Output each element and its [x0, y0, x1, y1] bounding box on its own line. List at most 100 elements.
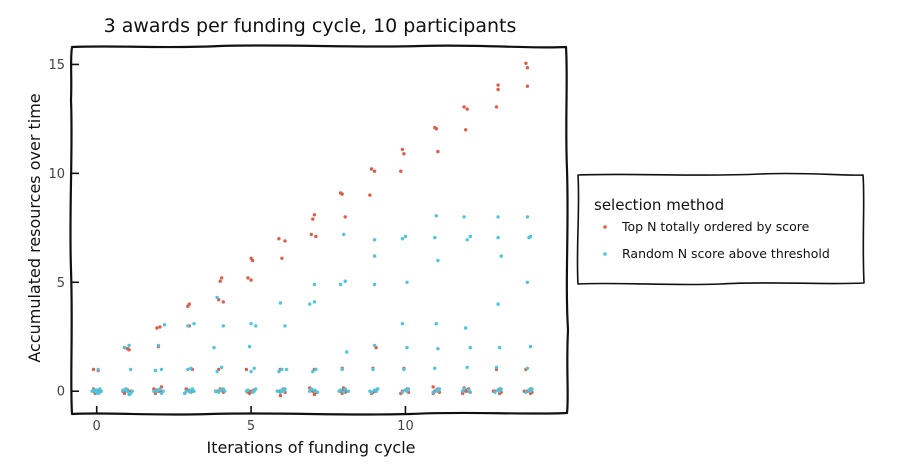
data-point: [494, 105, 499, 109]
data-point: [249, 278, 253, 282]
data-point: [525, 84, 530, 88]
data-point: [311, 217, 315, 221]
data-point: [221, 300, 225, 304]
chart-title: 3 awards per funding cycle, 10 participa…: [104, 15, 517, 37]
data-point: [252, 389, 256, 393]
data-point: [221, 324, 225, 328]
data-point: [152, 389, 156, 393]
data-point: [155, 326, 159, 330]
data-point: [121, 388, 125, 392]
data-point: [314, 389, 318, 393]
data-point: [345, 350, 349, 354]
data-point: [342, 390, 346, 394]
data-point: [275, 389, 279, 393]
legend-marker-random-n: [603, 252, 607, 256]
data-point: [98, 390, 102, 394]
data-point: [525, 366, 530, 370]
data-point: [186, 324, 190, 328]
data-point: [497, 345, 502, 350]
x-axis-label: Iterations of funding cycle: [206, 438, 415, 457]
data-point: [400, 147, 405, 152]
data-point: [156, 343, 161, 348]
data-point: [213, 389, 218, 393]
y-axis-label: Accumulated resources over time: [25, 93, 44, 362]
data-point: [431, 390, 435, 394]
legend-entry-random-n: Random N score above threshold: [622, 246, 830, 261]
data-point: [217, 390, 221, 394]
data-point: [122, 345, 127, 350]
data-point: [343, 279, 347, 283]
legend-marker-top-n: [603, 225, 607, 229]
data-point: [433, 366, 437, 370]
data-point: [90, 389, 94, 393]
data-point: [434, 214, 438, 218]
data-point: [525, 280, 530, 284]
data-point: [127, 343, 131, 348]
data-point: [464, 128, 468, 132]
data-point: [246, 276, 250, 280]
data-point: [434, 322, 438, 326]
data-point: [284, 367, 289, 372]
data-point: [314, 234, 318, 239]
data-point: [499, 254, 503, 258]
data-point: [493, 390, 497, 394]
data-point: [436, 258, 440, 263]
data-point: [215, 295, 219, 300]
plot-frame: [69, 44, 570, 416]
data-point: [402, 367, 406, 372]
data-point: [277, 369, 281, 374]
data-point: [129, 367, 133, 372]
data-point: [127, 348, 131, 352]
data-point: [433, 235, 437, 240]
data-point: [244, 367, 249, 372]
data-point: [403, 234, 408, 239]
data-point: [278, 390, 283, 394]
legend: selection method Top N totally ordered b…: [576, 172, 865, 286]
data-point: [311, 369, 315, 374]
data-point: [496, 302, 500, 306]
data-point: [159, 367, 164, 372]
data-point: [462, 215, 466, 219]
data-point: [308, 389, 312, 393]
data-point: [528, 344, 533, 349]
data-point: [281, 389, 286, 393]
x-tick-label: 10: [397, 419, 414, 434]
data-point: [215, 369, 219, 374]
data-point: [223, 389, 227, 393]
data-point: [340, 367, 344, 372]
data-point: [528, 389, 533, 393]
data-point: [464, 326, 468, 330]
data-point: [372, 169, 377, 173]
data-point: [405, 389, 409, 393]
data-point: [525, 215, 530, 219]
data-point: [399, 169, 403, 173]
data-point: [186, 304, 190, 308]
data-point: [496, 215, 500, 219]
data-point: [212, 345, 216, 350]
data-point: [524, 390, 528, 394]
data-point: [249, 322, 253, 326]
data-point: [252, 366, 256, 370]
data-point: [244, 389, 249, 393]
data-point: [468, 390, 472, 394]
data-point: [342, 232, 346, 237]
data-point: [337, 389, 341, 393]
data-point: [162, 323, 167, 327]
data-point: [436, 149, 440, 154]
data-point: [494, 365, 499, 369]
data-point: [527, 235, 531, 240]
data-point: [220, 365, 224, 369]
y-axis-ticks: 0 5 10 15: [48, 58, 79, 400]
data-point: [312, 300, 317, 304]
x-axis-ticks: 0 5 10: [93, 406, 414, 434]
data-point: [130, 389, 134, 393]
data-point: [400, 322, 405, 326]
data-point: [312, 392, 317, 397]
data-point: [400, 237, 405, 241]
data-point: [524, 61, 528, 65]
data-point: [465, 238, 469, 242]
data-point: [91, 367, 96, 372]
data-point: [280, 367, 284, 372]
data-point: [158, 325, 162, 329]
